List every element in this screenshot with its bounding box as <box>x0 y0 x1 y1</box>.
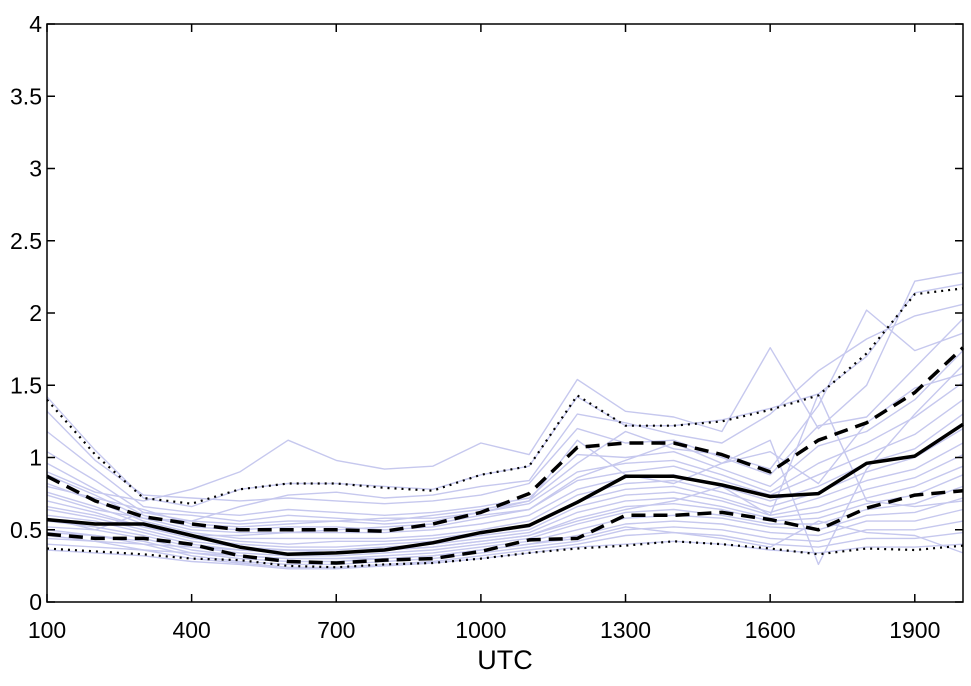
y-tick-label: 1.5 <box>10 372 42 398</box>
ensemble-member-line-19 <box>46 303 964 522</box>
x-tick-label: 1000 <box>455 617 506 643</box>
ensemble-member-line-20 <box>46 309 964 531</box>
axis-ticks <box>46 23 963 603</box>
y-tick-label: 0.5 <box>10 517 42 543</box>
x-tick-label: 700 <box>317 617 355 643</box>
x-tick-label: 1900 <box>889 617 940 643</box>
ensemble-lines <box>46 271 964 570</box>
y-tick-label: 3.5 <box>10 83 42 109</box>
y-tick-label: 1 <box>29 445 42 471</box>
statistic-line-1-dotted <box>46 287 964 505</box>
statistic-line-4-dashed <box>46 488 964 565</box>
x-tick-label: 1300 <box>600 617 651 643</box>
ensemble-member-line-21 <box>46 364 964 566</box>
x-axis-tick-labels: 100 400 700 1000 1300 1600 1900 <box>28 617 941 643</box>
y-axis-tick-labels: 0 0.5 1 1.5 2 2.5 3 3.5 4 <box>10 11 42 615</box>
y-tick-label: 2 <box>29 300 42 326</box>
y-tick-label: 4 <box>29 11 42 37</box>
ensemble-member-line-16 <box>46 531 964 568</box>
ensemble-member-line-22 <box>46 393 964 554</box>
x-tick-label: 400 <box>172 617 210 643</box>
x-tick-label: 100 <box>28 617 66 643</box>
ensemble-member-line-10 <box>46 465 964 551</box>
x-axis-label: UTC <box>477 645 533 675</box>
statistic-line-3-solid <box>46 422 964 557</box>
statistic-lines <box>46 287 965 569</box>
statistic-line-2-dashed <box>46 346 965 533</box>
ensemble-member-line-17 <box>46 540 964 570</box>
ensemble-member-line-9 <box>46 453 964 548</box>
x-tick-label: 1600 <box>745 617 796 643</box>
y-tick-label: 3 <box>29 156 42 182</box>
y-tick-label: 2.5 <box>10 228 42 254</box>
y-tick-label: 0 <box>29 589 42 615</box>
ensemble-member-line-15 <box>46 520 964 566</box>
ensemble-member-line-2 <box>46 318 964 505</box>
ensemble-member-line-6 <box>46 413 964 534</box>
ensemble-member-line-4 <box>46 381 964 525</box>
ensemble-member-line-24 <box>46 520 964 560</box>
